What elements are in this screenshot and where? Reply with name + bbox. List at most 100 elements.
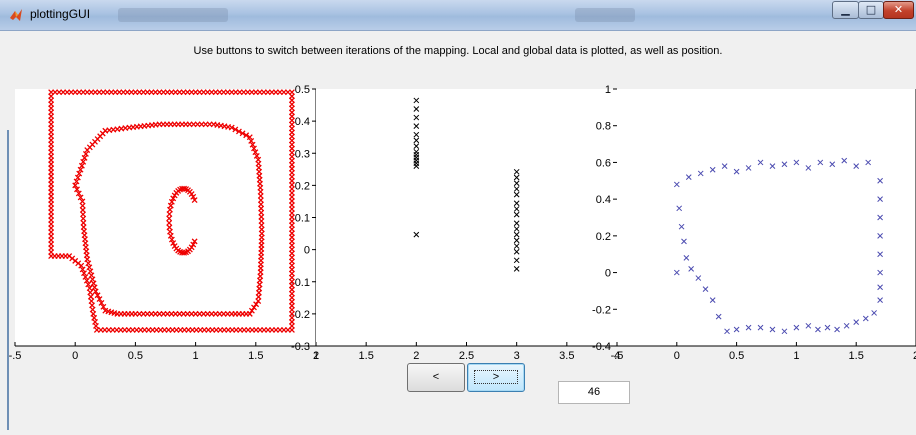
data-point-marker: [688, 266, 695, 272]
data-point-marker: [769, 163, 776, 169]
data-point-marker: [413, 143, 420, 149]
data-point-marker: [90, 280, 97, 287]
data-point-marker: [228, 124, 235, 131]
data-point-marker: [188, 244, 195, 251]
data-point-marker: [253, 301, 260, 308]
data-point-marker: [413, 106, 420, 112]
data-point-marker: [841, 157, 848, 164]
data-point-marker: [86, 264, 93, 271]
data-point-marker: [815, 326, 821, 333]
data-point-marker: [877, 269, 883, 276]
data-point-marker: [805, 322, 812, 329]
data-point-marker: [513, 257, 520, 264]
y-tick-label: 0.1: [295, 213, 310, 225]
previous-iteration-button[interactable]: <: [407, 363, 465, 392]
x-tick-label: 1: [793, 350, 799, 362]
y-tick-label: 0.5: [295, 84, 310, 96]
data-point-marker: [248, 137, 255, 144]
y-tick-label: 0.2: [295, 180, 310, 192]
data-point-marker: [232, 126, 239, 133]
iteration-number-field[interactable]: 46: [558, 381, 630, 404]
data-point-marker: [877, 284, 883, 291]
data-point-marker: [824, 324, 831, 331]
data-point-marker: [865, 159, 872, 166]
data-point-marker: [249, 141, 256, 148]
next-iteration-button[interactable]: >: [467, 363, 525, 392]
data-point-marker: [190, 241, 197, 248]
data-point-marker: [769, 326, 776, 333]
data-point-marker: [80, 158, 87, 165]
data-point-marker: [79, 198, 86, 205]
x-tick-label: 2: [913, 350, 916, 362]
data-point-marker: [676, 205, 683, 212]
data-point-marker: [853, 319, 860, 325]
data-point-marker: [877, 297, 883, 303]
data-point-marker: [709, 297, 716, 303]
data-point-marker: [793, 159, 800, 166]
data-point-marker: [75, 190, 82, 197]
window-title: plottingGUI: [30, 7, 91, 21]
data-point-marker: [94, 292, 101, 299]
data-point-marker: [166, 215, 173, 222]
data-point-marker: [702, 286, 709, 292]
x-tick-label: 1.5: [849, 350, 864, 362]
data-point-marker: [255, 298, 262, 304]
data-point-marker: [413, 123, 420, 129]
data-point-marker: [76, 170, 83, 177]
data-point-marker: [96, 296, 103, 303]
data-point-marker: [73, 178, 80, 185]
data-point-marker: [79, 266, 86, 273]
data-point-marker: [81, 154, 88, 161]
data-point-marker: [871, 310, 877, 316]
data-point-marker: [513, 191, 520, 198]
data-point-marker: [513, 200, 520, 207]
data-point-marker: [745, 324, 752, 331]
data-point-marker: [98, 299, 105, 306]
data-point-marker: [171, 192, 178, 199]
data-point-marker: [91, 284, 98, 291]
data-point-marker: [817, 159, 824, 166]
x-tick-label: 0.5: [128, 350, 143, 362]
window-border: [7, 130, 9, 430]
y-tick-label: -0.2: [592, 304, 611, 316]
data-point-marker: [252, 149, 259, 156]
data-point-marker: [673, 269, 680, 276]
x-tick-label: -.5: [611, 350, 624, 362]
x-tick-label: 4: [614, 350, 620, 362]
position-axes: -.5 0 0.5 1 1.5 2 1 0.8 0.6 0.4 0.2 0 -0.2 -0.4: [592, 84, 916, 362]
matlab-app-icon: [10, 9, 22, 21]
data-point-marker: [248, 307, 255, 314]
next-button-label: >: [473, 370, 519, 384]
data-point-marker: [413, 114, 420, 121]
data-point-marker: [191, 238, 198, 245]
close-button[interactable]: ✕: [883, 1, 914, 19]
data-point-marker: [513, 220, 520, 227]
data-point-marker: [733, 326, 740, 333]
data-point-marker: [413, 97, 420, 104]
data-point-marker: [843, 322, 850, 329]
data-point-marker: [673, 181, 680, 188]
data-point-marker: [77, 194, 84, 201]
data-point-marker: [685, 174, 692, 180]
data-point-marker: [781, 161, 788, 168]
x-tick-label: 1: [193, 350, 199, 362]
data-point-marker: [715, 313, 722, 320]
data-point-marker: [102, 307, 109, 314]
data-point-marker: [745, 165, 752, 171]
y-tick-label: -0.3: [291, 341, 310, 353]
data-point-marker: [168, 236, 175, 243]
data-point-marker: [513, 266, 520, 272]
x-tick-label: 0.5: [729, 350, 744, 362]
x-tick-label: 1: [313, 350, 319, 362]
data-point-marker: [513, 180, 520, 187]
data-point-marker: [191, 197, 198, 204]
x-tick-label: 0: [674, 350, 680, 362]
y-tick-label: 0.3: [295, 148, 310, 160]
data-point-marker: [724, 328, 730, 335]
data-point-marker: [82, 273, 89, 280]
y-tick-label: -0.4: [592, 341, 611, 353]
data-point-marker: [74, 174, 81, 181]
data-point-marker: [877, 251, 883, 258]
data-point-marker: [86, 285, 93, 292]
